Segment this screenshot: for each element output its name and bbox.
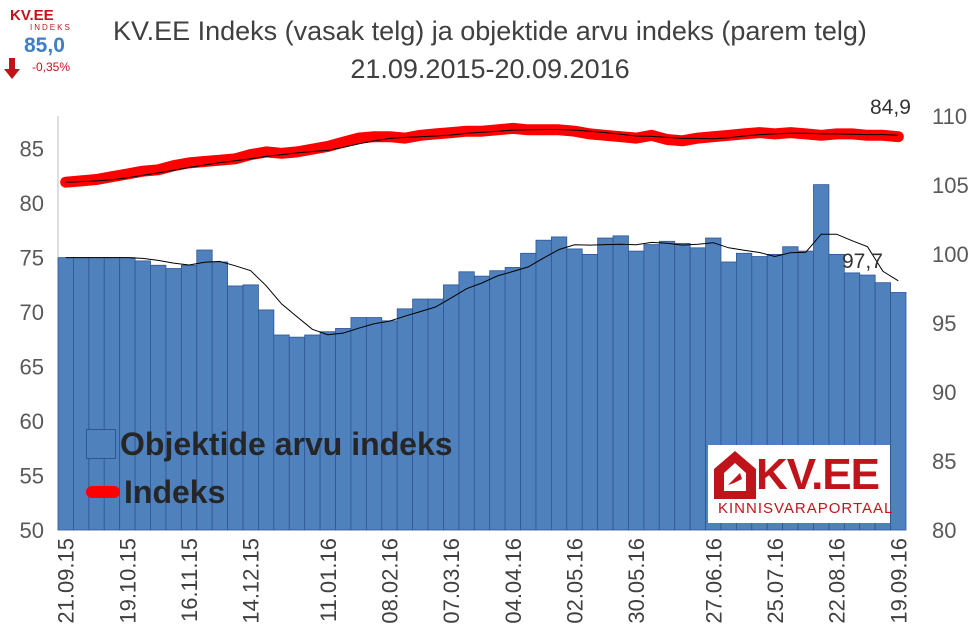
x-tick-label: 14.12.15 <box>239 538 264 624</box>
bar <box>473 275 491 531</box>
chart-legend: Objektide arvu indeks Indeks <box>86 420 453 516</box>
legend-swatch-bars <box>86 429 116 459</box>
x-tick-label: 04.04.16 <box>501 538 526 624</box>
left-tick-label: 50 <box>20 518 44 543</box>
count-end-label: 97,7 <box>842 250 883 273</box>
x-tick-label: 22.08.16 <box>825 538 850 624</box>
left-tick-label: 70 <box>20 300 44 325</box>
legend-swatch-line <box>86 486 120 498</box>
bar <box>689 247 706 531</box>
x-tick-label: 19.10.15 <box>115 538 140 624</box>
right-tick-label: 110 <box>932 104 967 129</box>
left-tick-label: 65 <box>20 355 44 380</box>
legend-label-bars: Objektide arvu indeks <box>120 425 453 462</box>
bar <box>581 253 599 531</box>
right-tick-label: 95 <box>932 311 956 336</box>
left-tick-label: 55 <box>20 464 44 489</box>
bar <box>890 292 907 531</box>
bar <box>597 237 614 531</box>
house-icon <box>714 451 756 499</box>
bar <box>566 248 583 531</box>
right-tick-label: 80 <box>932 518 956 543</box>
index-trend-line <box>65 129 899 183</box>
index-line <box>60 122 904 188</box>
right-tick-label: 105 <box>932 173 969 198</box>
bar <box>458 271 475 531</box>
index-end-label: 84,9 <box>870 96 911 119</box>
left-tick-label: 60 <box>20 409 44 434</box>
left-tick-label: 80 <box>20 191 44 216</box>
x-tick-label: 08.02.16 <box>377 538 402 624</box>
x-tick-label: 16.11.15 <box>177 538 202 622</box>
left-tick-label: 75 <box>20 246 44 271</box>
legend-item-line: Indeks <box>86 468 453 516</box>
bar <box>57 257 74 531</box>
x-tick-label: 02.05.16 <box>563 538 588 624</box>
bar <box>612 235 629 531</box>
bar <box>643 244 660 531</box>
x-tick-label: 21.09.15 <box>54 538 79 624</box>
x-tick-label: 25.07.16 <box>763 538 788 624</box>
down-arrow-icon <box>4 58 20 79</box>
badge-logo: KV.EE <box>10 7 54 24</box>
logo-subtitle: KINNISVARAPORTAAL <box>718 500 894 517</box>
x-tick-label: 27.06.16 <box>701 538 726 624</box>
x-tick-label: 19.09.16 <box>886 538 911 624</box>
badge-change: -0,35% <box>32 60 71 74</box>
x-tick-label: 07.03.16 <box>439 538 464 624</box>
left-tick-label: 85 <box>20 137 44 162</box>
bar <box>628 250 645 531</box>
index-badge: KV.EE INDEKS 85,0 -0,35% <box>10 8 90 74</box>
bar <box>674 243 691 531</box>
bar <box>550 236 568 531</box>
chart-title: KV.EE Indeks (vasak telg) ja objektide a… <box>113 16 867 84</box>
logo-word: KV.EE <box>756 450 880 499</box>
bar <box>658 240 676 531</box>
right-tick-label: 85 <box>932 449 956 474</box>
bar <box>520 252 537 531</box>
x-tick-label: 11.01.16 <box>316 538 341 622</box>
badge-logo-sub: INDEKS <box>30 23 72 32</box>
kvee-logo: KV.EE KINNISVARAPORTAAL <box>708 445 894 523</box>
bar <box>504 267 521 531</box>
right-tick-label: 90 <box>932 380 956 405</box>
legend-item-bars: Objektide arvu indeks <box>86 420 453 468</box>
legend-label-line: Indeks <box>124 473 226 510</box>
bar <box>489 270 506 531</box>
badge-value: 85,0 <box>24 34 65 57</box>
right-tick-label: 100 <box>932 242 969 267</box>
bar <box>535 239 552 531</box>
bar-trend-line <box>65 233 899 336</box>
x-tick-label: 30.05.16 <box>624 538 649 624</box>
